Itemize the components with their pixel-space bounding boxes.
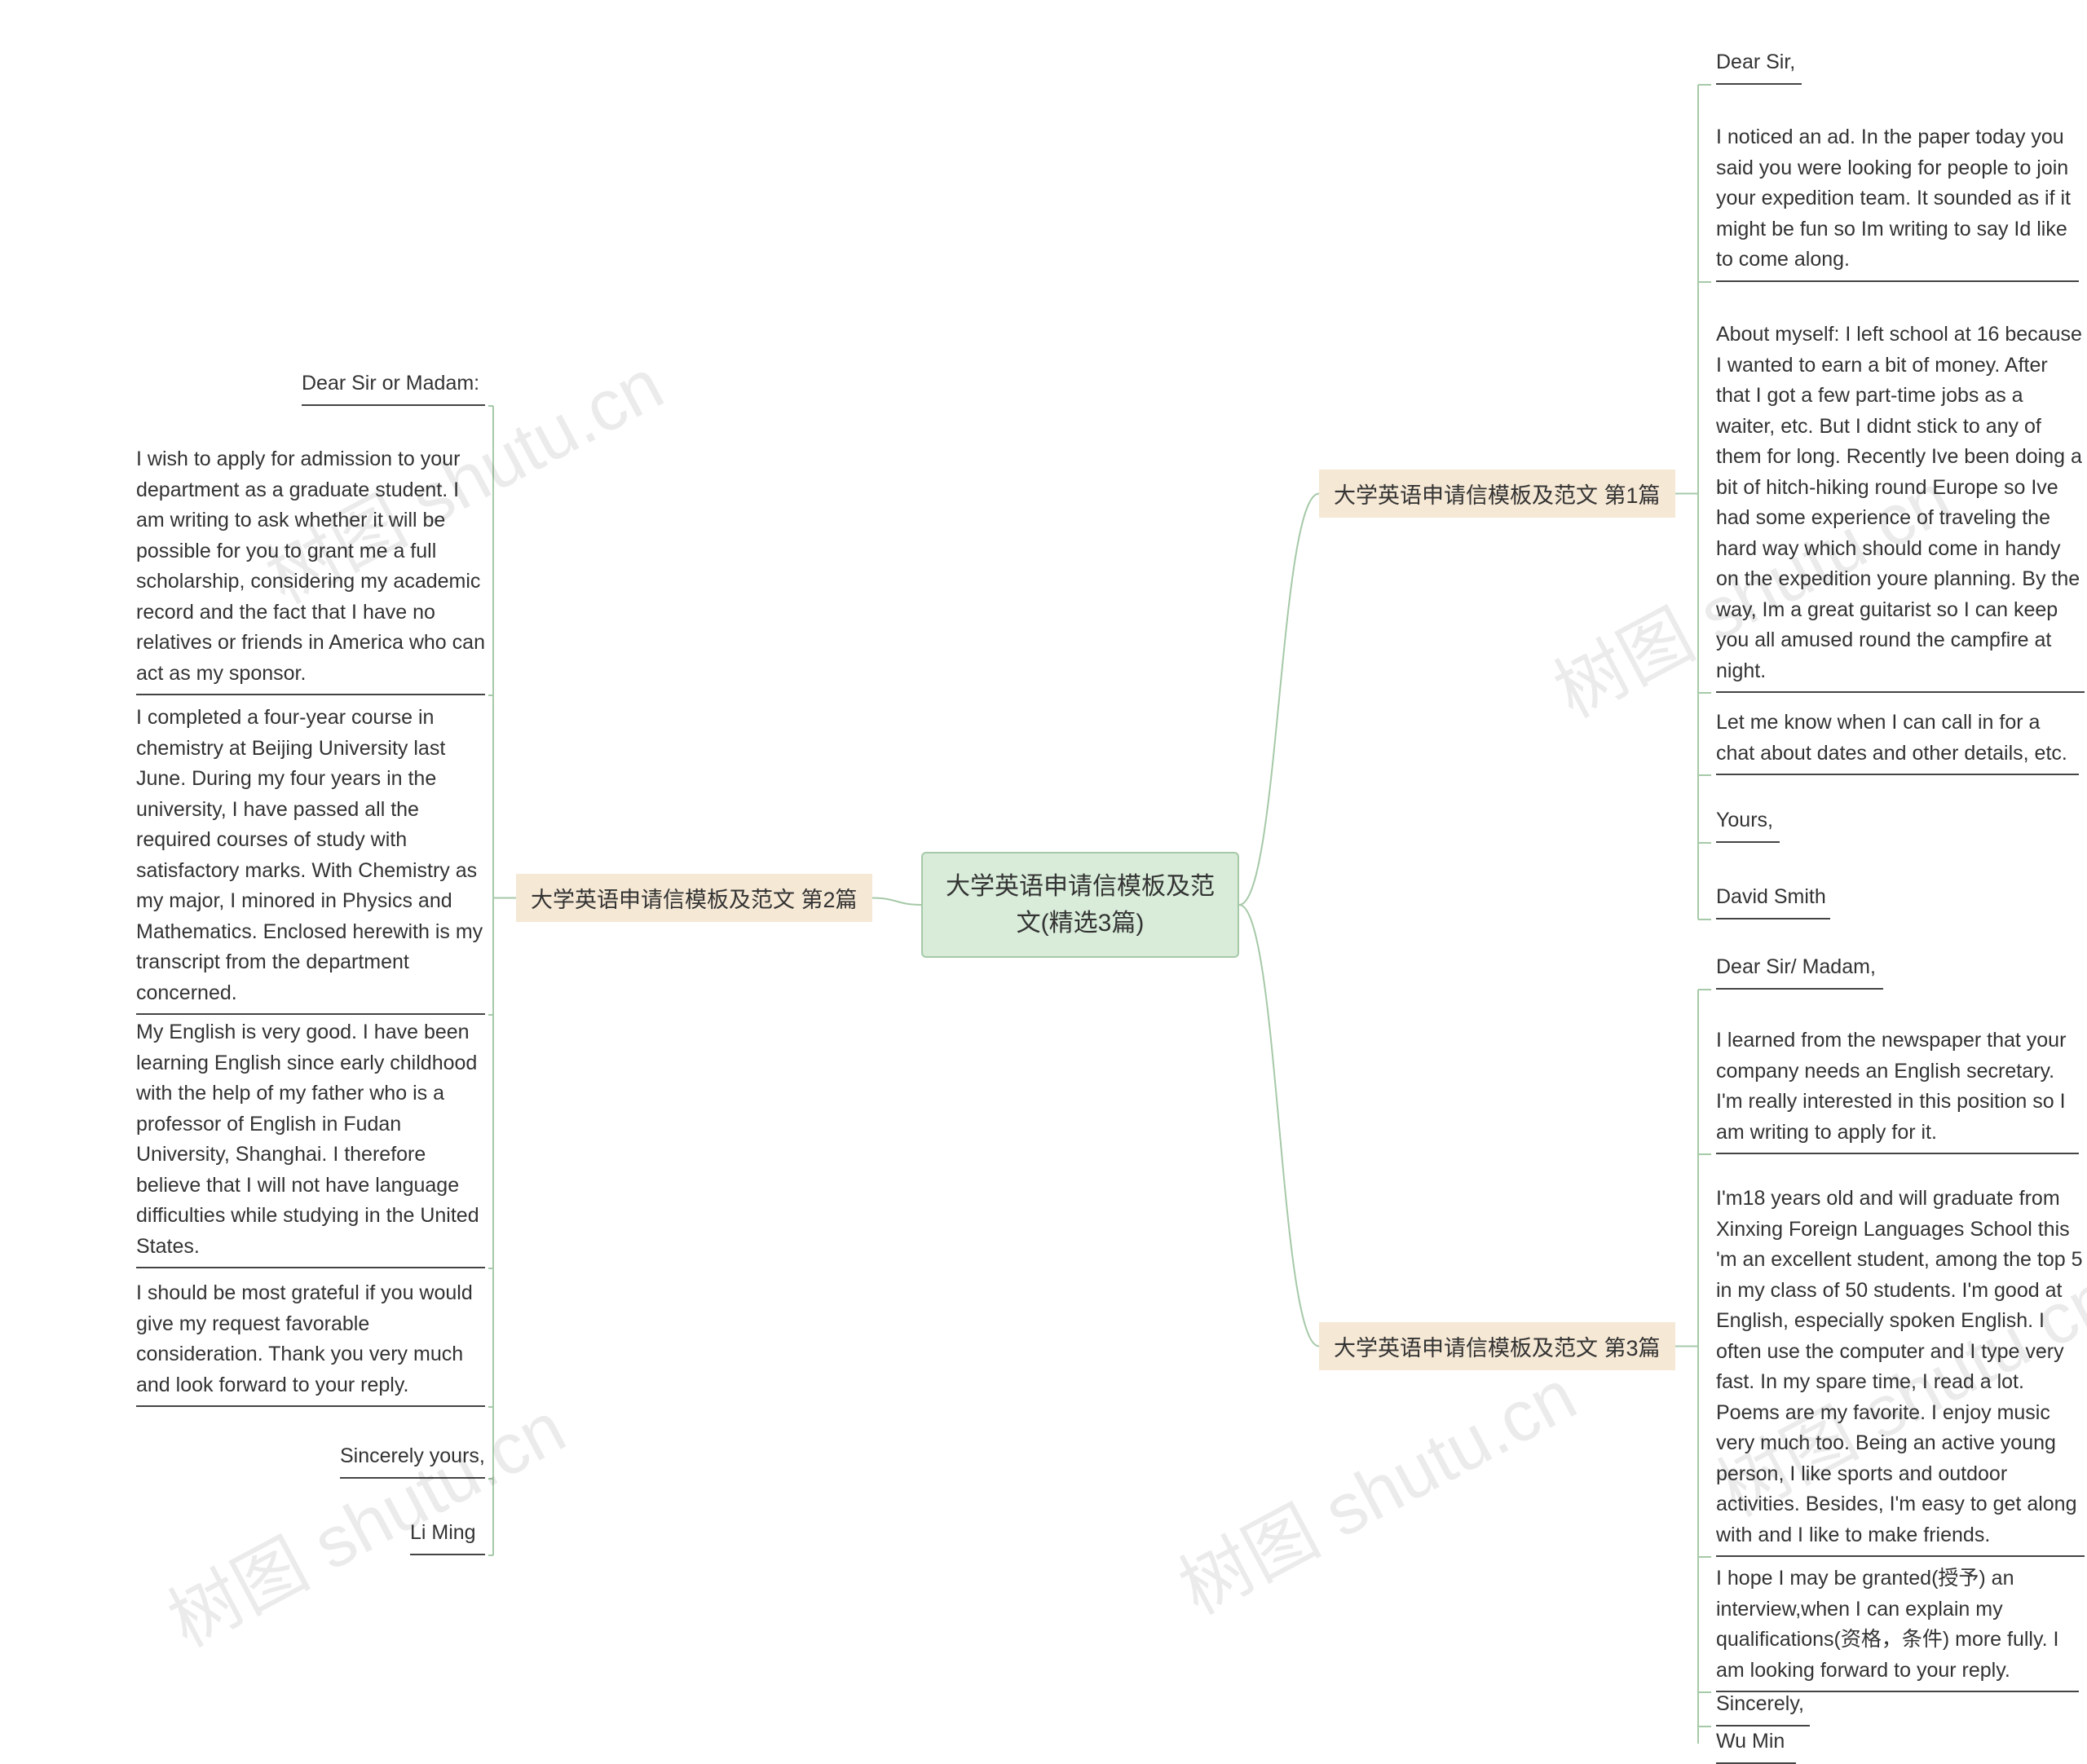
leaf-node: Dear Sir or Madam: (302, 368, 485, 406)
leaf-node: Dear Sir/ Madam, (1716, 952, 1883, 990)
leaf-node: I should be most grateful if you would g… (136, 1278, 485, 1407)
leaf-node: Dear Sir, (1716, 47, 1802, 85)
center-node: 大学英语申请信模板及范文(精选3篇) (921, 852, 1239, 958)
leaf-node: About myself: I left school at 16 becaus… (1716, 320, 2085, 693)
leaf-node: Li Ming (410, 1518, 485, 1555)
watermark: 树图 shutu.cn (148, 1371, 580, 1666)
leaf-node: Sincerely yours, (340, 1441, 485, 1479)
leaf-node: David Smith (1716, 882, 1830, 919)
branch-node: 大学英语申请信模板及范文 第2篇 (516, 874, 872, 922)
leaf-node: My English is very good. I have been lea… (136, 1017, 485, 1268)
leaf-node: I wish to apply for admission to your de… (136, 444, 485, 695)
leaf-node: Yours, (1716, 805, 1780, 843)
leaf-node: Wu Min (1716, 1727, 1796, 1764)
leaf-node: I hope I may be granted(授予) an interview… (1716, 1563, 2079, 1692)
leaf-node: I learned from the newspaper that your c… (1716, 1025, 2079, 1154)
leaf-node: Sincerely, (1716, 1689, 1810, 1727)
leaf-node: Let me know when I can call in for a cha… (1716, 708, 2079, 775)
branch-node: 大学英语申请信模板及范文 第1篇 (1319, 470, 1675, 518)
branch-node: 大学英语申请信模板及范文 第3篇 (1319, 1322, 1675, 1370)
watermark: 树图 shutu.cn (1158, 1338, 1591, 1634)
leaf-node: I noticed an ad. In the paper today you … (1716, 122, 2079, 282)
leaf-node: I completed a four-year course in chemis… (136, 703, 485, 1015)
leaf-node: I'm18 years old and will graduate from X… (1716, 1184, 2085, 1557)
